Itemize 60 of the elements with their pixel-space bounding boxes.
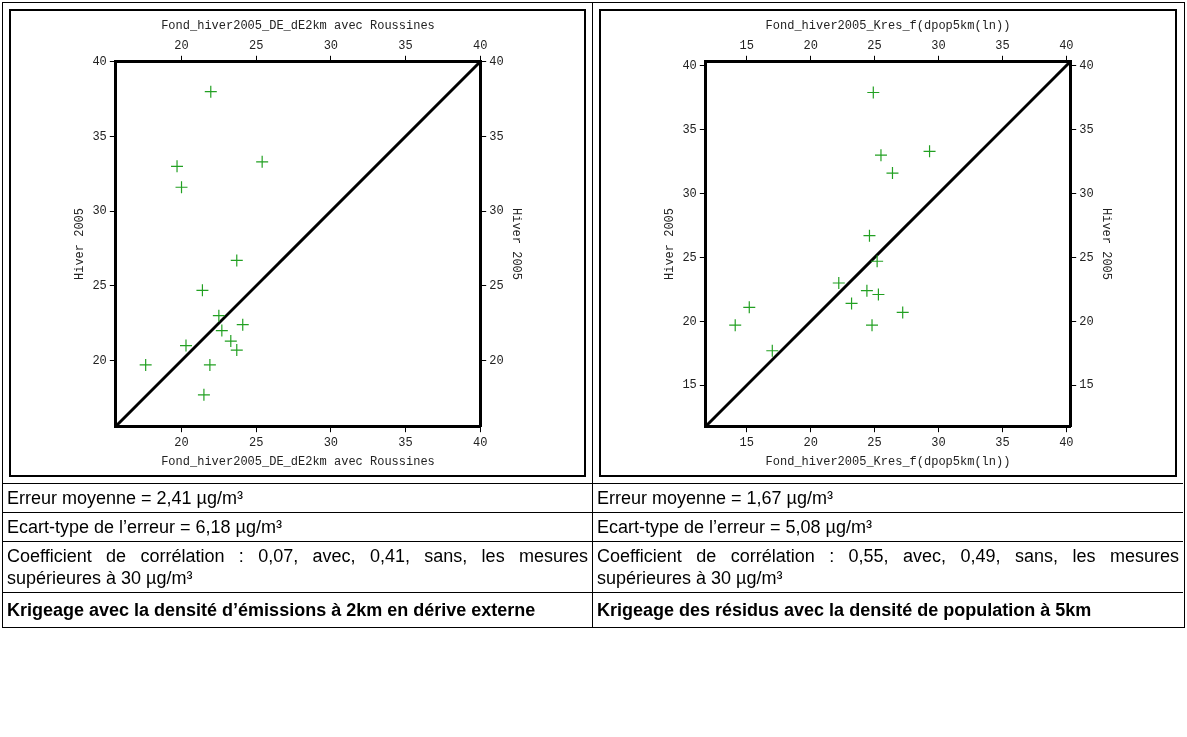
y-tick-label: 30 (92, 204, 107, 219)
y2-tick-label: 20 (1079, 314, 1094, 329)
x-tick-label: 25 (248, 38, 264, 53)
x2-tick-label: 15 (739, 435, 754, 450)
text: Coefficient de corrélation : 0,55, avec, 0,49, sans, les mesures supérieures à 30 µg/m³ (593, 542, 1183, 593)
y-tick-label: 40 (682, 58, 697, 73)
x2-tick-label: 25 (248, 435, 264, 450)
y-tick-label: 30 (682, 186, 697, 201)
x-tick-label: 40 (1059, 38, 1074, 53)
x-tick-label: 20 (174, 38, 189, 53)
x-tick-label: 25 (867, 38, 882, 53)
y2-tick-label: 30 (489, 204, 504, 219)
x2-tick-label: 35 (995, 435, 1010, 450)
y-tick-label: 20 (682, 314, 697, 329)
x2-tick-label: 40 (1059, 435, 1074, 450)
text: Erreur moyenne = 1,67 µg/m³ (593, 484, 1183, 513)
x2-tick-label: 30 (323, 435, 339, 450)
x-axis-title: Fond_hiver2005_DE_dE2km avec Roussines (161, 454, 435, 469)
x2-tick-label: 40 (472, 435, 488, 450)
x2-tick-label: 30 (931, 435, 946, 450)
y-tick-label: 40 (92, 54, 107, 69)
text: Coefficient de corrélation : 0,07, avec, 0,41, sans, les mesures supérieures à 30 µg/m³ (3, 542, 592, 593)
x2-tick-label: 25 (867, 435, 882, 450)
text: Ecart-type de l’erreur = 5,08 µg/m³ (593, 513, 1183, 542)
y2-tick-label: 25 (1079, 250, 1094, 265)
y-tick-label: 25 (92, 278, 107, 293)
x2-axis-title: Fond_hiver2005_DE_dE2km avec Roussines (161, 19, 435, 34)
text: Ecart-type de l’erreur = 6,18 µg/m³ (3, 513, 592, 542)
y2-axis-title: Hiver 2005 (508, 207, 523, 281)
y2-axis-title: Hiver 2005 (1098, 207, 1113, 281)
y2-tick-label: 30 (1079, 186, 1094, 201)
y2-tick-label: 40 (1079, 58, 1094, 73)
y2-tick-label: 40 (489, 54, 504, 69)
y2-tick-label: 15 (1079, 378, 1094, 393)
y2-tick-label: 20 (489, 353, 504, 368)
x2-tick-label: 20 (174, 435, 189, 450)
y-tick-label: 20 (92, 353, 107, 368)
x2-tick-label: 20 (803, 435, 818, 450)
y2-tick-label: 35 (489, 129, 504, 144)
y-axis-title: Hiver 2005 (663, 207, 678, 281)
x-tick-label: 30 (931, 38, 946, 53)
x2-tick-label: 35 (398, 435, 413, 450)
x-tick-label: 40 (472, 38, 488, 53)
y-tick-label: 35 (92, 129, 107, 144)
x-tick-label: 30 (323, 38, 339, 53)
y-tick-label: 15 (682, 378, 697, 393)
y-tick-label: 35 (682, 122, 697, 137)
x-axis-title: Fond_hiver2005_Kres_f(dpop5km(ln)) (765, 454, 1011, 469)
x-tick-label: 15 (739, 38, 754, 53)
y2-tick-label: 35 (1079, 122, 1094, 137)
x-tick-label: 35 (995, 38, 1010, 53)
text: Krigeage avec la densité d’émissions à 2km en dérive externe (6, 599, 537, 622)
y-tick-label: 25 (682, 250, 697, 265)
y2-tick-label: 25 (489, 278, 504, 293)
text: Erreur moyenne = 2,41 µg/m³ (3, 484, 592, 513)
x2-axis-title: Fond_hiver2005_Kres_f(dpop5km(ln)) (765, 19, 1011, 34)
x-tick-label: 35 (398, 38, 413, 53)
text: Krigeage des résidus avec la densité de population à 5km (596, 599, 1093, 622)
x-tick-label: 20 (803, 38, 818, 53)
y-axis-title: Hiver 2005 (73, 207, 88, 281)
